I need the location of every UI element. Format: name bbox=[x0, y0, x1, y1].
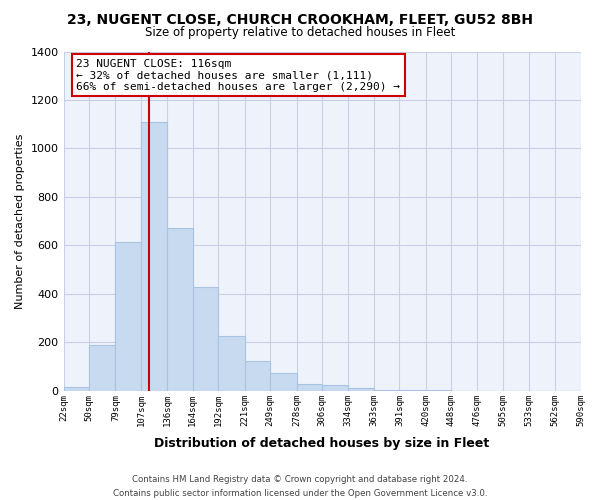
Bar bbox=[141, 122, 167, 391]
Bar bbox=[296, 384, 322, 391]
Text: 23 NUGENT CLOSE: 116sqm
← 32% of detached houses are smaller (1,111)
66% of semi: 23 NUGENT CLOSE: 116sqm ← 32% of detache… bbox=[76, 59, 400, 92]
X-axis label: Distribution of detached houses by size in Fleet: Distribution of detached houses by size … bbox=[154, 437, 490, 450]
Bar bbox=[64, 387, 89, 391]
Bar bbox=[115, 242, 141, 391]
Bar bbox=[167, 228, 193, 391]
Bar bbox=[193, 286, 218, 391]
Text: Size of property relative to detached houses in Fleet: Size of property relative to detached ho… bbox=[145, 26, 455, 39]
Bar bbox=[270, 372, 296, 391]
Bar bbox=[347, 388, 374, 391]
Bar bbox=[374, 390, 400, 391]
Bar bbox=[218, 336, 245, 391]
Text: Contains HM Land Registry data © Crown copyright and database right 2024.
Contai: Contains HM Land Registry data © Crown c… bbox=[113, 476, 487, 498]
Bar bbox=[89, 345, 115, 391]
Bar bbox=[245, 360, 270, 391]
Y-axis label: Number of detached properties: Number of detached properties bbox=[15, 134, 25, 309]
Bar bbox=[322, 385, 347, 391]
Text: 23, NUGENT CLOSE, CHURCH CROOKHAM, FLEET, GU52 8BH: 23, NUGENT CLOSE, CHURCH CROOKHAM, FLEET… bbox=[67, 12, 533, 26]
